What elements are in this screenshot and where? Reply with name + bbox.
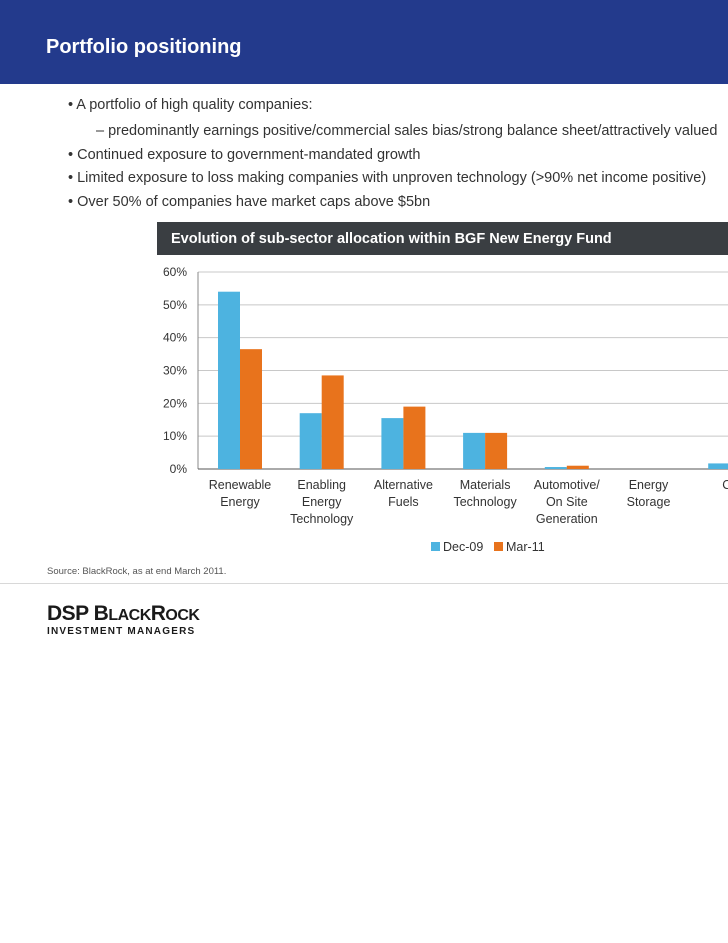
y-tick-label: 10% [163,429,187,443]
x-tick-label: Generation [536,512,598,526]
bar-chart: 0% 10% 20% 30% 40% 50% 60% Renewable Energy Enabl… [163,265,728,554]
bullet-item: • A portfolio of high quality companies: [68,97,313,113]
bar-dec-09 [218,291,240,469]
bullet-item: • Limited exposure to loss making compan… [68,170,707,186]
x-tick-label: Automotive/ [534,478,601,492]
y-tick-label: 40% [163,331,187,345]
x-tick-label: Energy [629,478,669,492]
logo-subtitle: INVESTMENT MANAGERS [47,626,196,637]
bar-mar-11 [403,406,426,469]
company-logo: DSP BLACKROCK INVESTMENT MANAGERS [47,602,200,638]
bar-dec-09 [544,467,567,469]
chart-title: Evolution of sub-sector allocation withi… [171,231,612,247]
x-tick-label: Storage [627,495,671,509]
bullet-item: • Over 50% of companies have market caps… [68,194,431,210]
source-note: Source: BlackRock, as at end March 2011. [47,566,227,577]
x-tick-label: On Site [546,495,588,509]
x-tick-label: Technology [290,512,354,526]
bullet-item: • Continued exposure to government-manda… [68,147,421,163]
x-tick-label: Materials [460,478,511,492]
legend-swatch [431,542,440,551]
bar-mar-11 [485,432,508,469]
x-tick-label: Energy [302,495,342,509]
legend-label: Dec-09 [443,540,483,554]
x-tick-label: Technology [453,495,517,509]
bar-mar-11 [566,465,589,469]
bar-mar-11 [240,349,262,469]
footer-divider [0,583,728,584]
x-tick-label: Enabling [297,478,346,492]
x-tick-label: Ca [722,478,728,492]
y-tick-label: 60% [163,265,187,279]
logo-wordmark: DSP BLACKROCK [47,602,200,625]
page-title: Portfolio positioning [46,36,242,58]
legend-label: Mar-11 [506,540,545,554]
bullet-list: • A portfolio of high quality companies:… [0,0,728,220]
bar-dec-09 [463,432,486,469]
header-banner: Portfolio positioning [0,0,728,84]
bar-dec-09 [708,463,728,469]
bar-mar-11 [321,375,344,469]
x-tick-label: Fuels [388,495,419,509]
y-tick-label: 30% [163,364,187,378]
x-tick-label: Alternative [374,478,433,492]
chart-title-bar: Evolution of sub-sector allocation withi… [157,222,728,255]
sub-bullet-item: – predominantly earnings positive/commer… [96,123,718,139]
bar-dec-09 [299,413,322,469]
x-tick-label: Renewable [209,478,272,492]
y-tick-label: 50% [163,298,187,312]
y-tick-label: 20% [163,396,187,410]
legend-swatch [494,542,503,551]
bar-dec-09 [381,418,404,469]
x-tick-label: Energy [220,495,260,509]
y-tick-label: 0% [170,462,188,476]
